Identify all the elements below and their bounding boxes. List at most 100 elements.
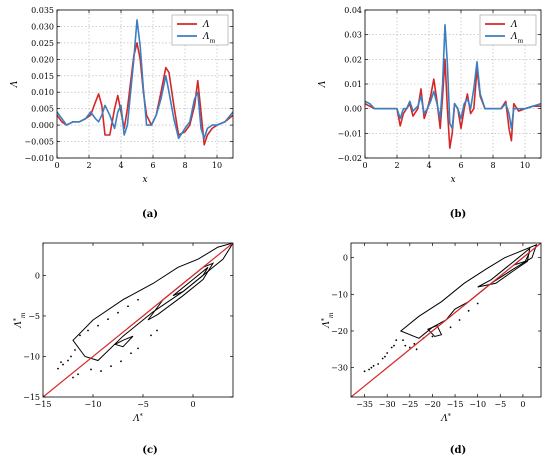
plot-area <box>365 24 541 149</box>
scatter-point <box>110 365 112 368</box>
x-tick-label: −15 <box>35 400 52 409</box>
x-tick-label: −5 <box>137 400 149 409</box>
y-tick-label: 0.025 <box>31 39 54 48</box>
scatter-point <box>415 348 418 351</box>
contour-line <box>427 324 443 338</box>
y-tick-label: −0.010 <box>24 154 54 163</box>
x-tick-label: 0 <box>362 161 367 170</box>
scatter-point <box>156 329 158 332</box>
y-tick-label: 0.000 <box>31 121 54 130</box>
legend-box <box>171 14 229 46</box>
x-tick-label: −10 <box>469 400 486 409</box>
scatter-point <box>386 352 389 354</box>
panel-c: −15 −10 −5 0 −15 −10 −5 0 Λ* Λ*m <box>13 242 234 425</box>
y-tick-label: 0 <box>343 254 348 263</box>
scatter-point <box>404 344 407 347</box>
scatter-point <box>402 339 404 342</box>
scatter-point <box>72 376 74 379</box>
y-tick-label: −20 <box>331 327 348 336</box>
x-axis-label: x <box>450 175 455 185</box>
contour-line <box>72 243 233 362</box>
scatter-point <box>70 355 72 358</box>
y-axis-label: Λ*m <box>321 312 335 329</box>
scatter-point <box>150 334 152 337</box>
x-tick-label: 6 <box>150 161 155 170</box>
scatter-point <box>393 344 395 347</box>
scatter-point <box>363 370 366 373</box>
contour-line <box>172 266 209 297</box>
scatter-point <box>377 363 380 365</box>
contour-line <box>399 243 538 339</box>
scatter-point <box>127 305 129 308</box>
scatter-point <box>62 363 64 366</box>
x-tick-label: −25 <box>401 400 418 409</box>
scatter-point <box>431 335 434 338</box>
x-axis-label: Λ* <box>132 413 143 425</box>
y-tick-label: −5 <box>28 312 40 321</box>
y-tick-label: 0.01 <box>344 80 362 89</box>
y-tick-label: 0.03 <box>344 31 362 40</box>
x-axis-label: x <box>142 175 147 185</box>
y-tick-label: 0.00 <box>344 105 362 114</box>
axes-frame <box>56 9 234 159</box>
y-tick-label: 0.020 <box>31 55 54 64</box>
scatter-point <box>476 302 479 305</box>
scatter-point <box>79 334 81 337</box>
scatter-point <box>57 367 59 370</box>
scatter-point <box>370 366 373 369</box>
contour-line <box>113 335 134 348</box>
x-tick-label: −5 <box>494 400 506 409</box>
x-tick-label: −20 <box>424 400 441 409</box>
plot-area <box>57 19 233 146</box>
scatter-point <box>74 349 76 351</box>
x-tick-label: 6 <box>458 161 463 170</box>
scatter-point <box>117 311 119 314</box>
series-line-0 <box>57 42 233 146</box>
x-tick-label: −35 <box>356 400 373 409</box>
series-line-1 <box>365 24 541 130</box>
y-tick-label: 0.02 <box>344 55 362 64</box>
y-axis-label: Λ*m <box>13 312 27 329</box>
scatter-point <box>87 329 89 332</box>
scatter-point <box>137 298 139 301</box>
x-tick-label: 10 <box>520 161 530 170</box>
identity-line <box>43 243 233 397</box>
scatter-point <box>384 355 386 358</box>
y-tick-label: −0.02 <box>337 154 362 163</box>
series-line-1 <box>57 19 233 140</box>
y-tick-label: 0.04 <box>344 6 362 15</box>
series-line-0 <box>365 58 541 149</box>
y-axis-label: Λ <box>10 80 20 88</box>
x-tick-label: 0 <box>54 161 59 170</box>
x-tick-label: 4 <box>118 161 123 170</box>
scatter-point <box>90 368 92 371</box>
y-tick-label: 0 <box>35 271 40 280</box>
x-tick-label: 8 <box>490 161 495 170</box>
scatter-point <box>449 326 452 329</box>
legend-label-0: Λ <box>202 20 210 30</box>
x-tick-label: 2 <box>394 161 399 170</box>
scatter-point <box>107 318 109 321</box>
y-tick-label: 0.035 <box>31 6 54 15</box>
caption-b: (b) <box>450 209 466 220</box>
x-tick-label: 4 <box>426 161 431 170</box>
scatter-point <box>390 346 393 349</box>
contour-line <box>477 247 531 288</box>
scatter-point <box>368 368 370 371</box>
panel-a: 0 2 4 6 8 10 −0.010 −0.005 0.000 0.005 0.010 0.015 0… <box>10 6 234 185</box>
scatter-point <box>395 339 398 342</box>
axes-frame <box>42 242 234 398</box>
legend-label-0: Λ <box>510 20 518 30</box>
y-tick-label: 0.010 <box>31 88 54 97</box>
plot-area <box>351 243 541 397</box>
scatter-point <box>413 342 416 345</box>
scatter-point <box>120 360 122 363</box>
scatter-point <box>97 324 99 327</box>
plot-area <box>43 243 233 397</box>
panel-d: −35 −30 −25 −20 −15 −10 −5 0 −30 −20 −10 0 Λ* Λ*m <box>321 242 542 425</box>
caption-a: (a) <box>142 209 158 220</box>
scatter-point <box>100 370 102 372</box>
y-tick-label: −10 <box>23 352 40 361</box>
x-axis-label: Λ* <box>440 413 451 425</box>
